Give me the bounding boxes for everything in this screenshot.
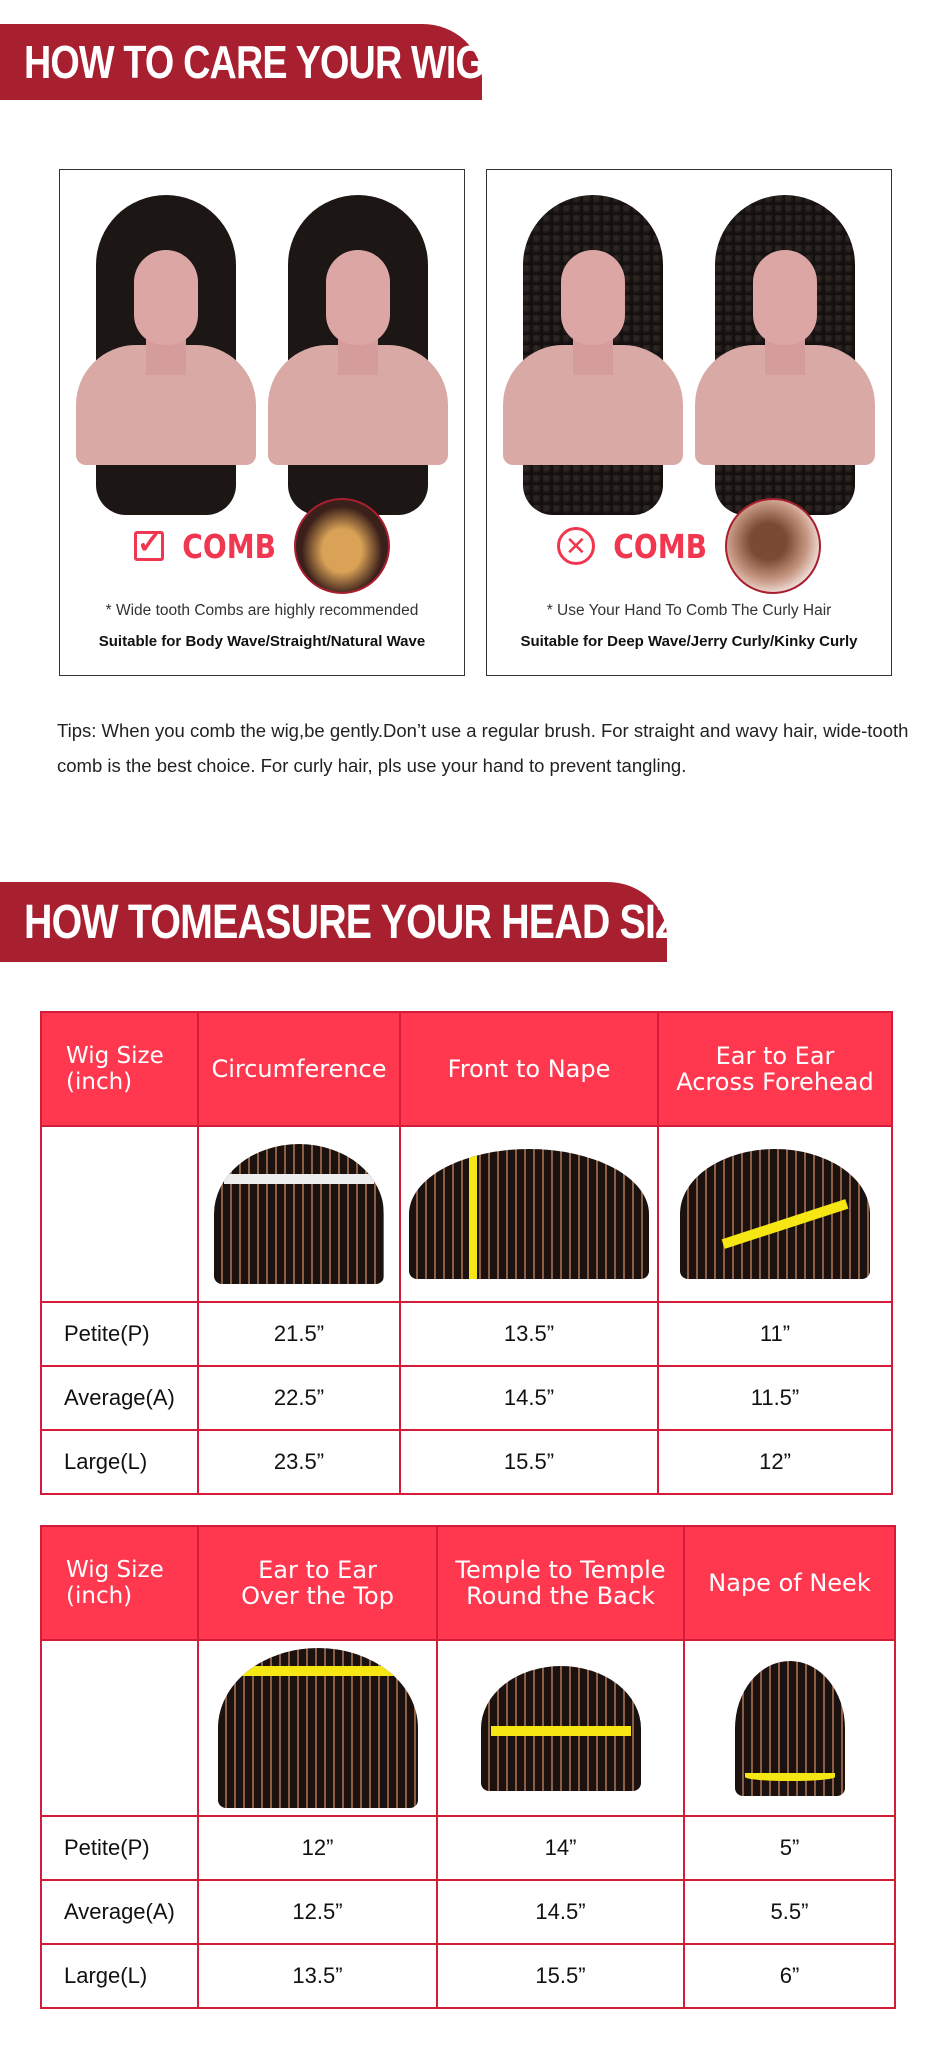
measurement-value: 14” xyxy=(436,1815,685,1881)
ear-to-ear-forehead-measure-image xyxy=(680,1149,870,1279)
front-to-nape-measure-image xyxy=(409,1149,649,1279)
measurement-value: 15.5” xyxy=(436,1943,685,2009)
table-row: Average(A) 22.5” 14.5” 11.5” xyxy=(40,1365,893,1431)
measuring-tape xyxy=(721,1199,849,1249)
comb-note: * Wide tooth Combs are highly recommende… xyxy=(105,602,419,619)
size-label: Large(L) xyxy=(40,1429,199,1495)
table-header-row: Wig Size (inch) Circumference Front to Nap… xyxy=(40,1011,893,1127)
size-label: Large(L) xyxy=(40,1943,199,2009)
circumference-measure-image xyxy=(214,1144,384,1284)
image-cell xyxy=(657,1125,893,1303)
measurement-value: 12” xyxy=(657,1429,893,1495)
measuring-tape xyxy=(490,1725,631,1736)
wig-photos xyxy=(497,195,881,515)
measurement-value: 22.5” xyxy=(197,1365,401,1431)
measurement-value: 11.5” xyxy=(657,1365,893,1431)
size-table-1: Wig Size (inch) Circumference Front to Nap… xyxy=(40,1011,893,1495)
measuring-tape xyxy=(469,1149,477,1279)
nape-of-neck-measure-image xyxy=(734,1660,845,1796)
measure-image-row xyxy=(40,1125,893,1303)
circle-x-icon: ✕ xyxy=(556,527,595,565)
measurement-value: 11” xyxy=(657,1301,893,1367)
empty-cell xyxy=(40,1125,199,1303)
image-cell xyxy=(436,1639,685,1817)
measurement-value: 14.5” xyxy=(399,1365,659,1431)
measurement-value: 5.5” xyxy=(683,1879,896,1945)
wide-tooth-comb-image xyxy=(294,498,391,594)
table-row: Petite(P) 21.5” 13.5” 11” xyxy=(40,1301,893,1367)
suitable-text: Suitable for Body Wave/Straight/Natural … xyxy=(98,633,426,650)
measurement-value: 21.5” xyxy=(197,1301,401,1367)
size-label: Average(A) xyxy=(40,1365,199,1431)
temple-to-temple-measure-image xyxy=(480,1665,641,1791)
measurement-value: 14.5” xyxy=(436,1879,685,1945)
column-header: Wig Size (inch) xyxy=(40,1011,199,1127)
measurement-value: 15.5” xyxy=(399,1429,659,1495)
image-cell xyxy=(197,1125,401,1303)
column-header: Ear to Ear Across Forehead xyxy=(657,1011,893,1127)
size-label: Petite(P) xyxy=(40,1301,199,1367)
care-section-banner: HOW TO CARE YOUR WIG xyxy=(0,24,485,100)
body-wave-wig-image xyxy=(268,195,448,515)
measure-image-row xyxy=(40,1639,896,1817)
care-tips: Tips: When you comb the wig,be gently.Do… xyxy=(57,720,909,776)
hand-comb-hair-image xyxy=(725,498,822,594)
checkbox-check-icon: ✓ xyxy=(133,529,164,561)
straight-wig-image xyxy=(76,195,256,515)
column-header: Temple to Temple Round the Back xyxy=(436,1525,685,1641)
measuring-tape xyxy=(744,1772,835,1781)
image-cell xyxy=(683,1639,896,1817)
size-table-2: Wig Size (inch) Ear to Ear Over the Top Te… xyxy=(40,1525,896,2009)
table-row: Large(L) 13.5” 15.5” 6” xyxy=(40,1943,896,2009)
suitable-text: Suitable for Deep Wave/Jerry Curly/Kinky… xyxy=(520,633,858,650)
column-header: Nape of Neek xyxy=(683,1525,896,1641)
measuring-tape xyxy=(237,1666,398,1676)
measure-section-title: HOW TOMEASURE YOUR HEAD SIZE xyxy=(24,895,705,949)
column-header: Circumference xyxy=(197,1011,401,1127)
ear-to-ear-top-measure-image xyxy=(217,1648,418,1808)
column-header: Ear to Ear Over the Top xyxy=(197,1525,438,1641)
size-label: Average(A) xyxy=(40,1879,199,1945)
care-section-title: HOW TO CARE YOUR WIG xyxy=(24,36,485,88)
table-row: Petite(P) 12” 14” 5” xyxy=(40,1815,896,1881)
measuring-tape xyxy=(224,1174,374,1184)
table-row: Average(A) 12.5” 14.5” 5.5” xyxy=(40,1879,896,1945)
wig-photos xyxy=(70,195,454,515)
column-header: Wig Size (inch) xyxy=(40,1525,199,1641)
comb-panel-curly: ✕ COMB * Use Your Hand To Comb The Curly… xyxy=(486,169,892,676)
empty-cell xyxy=(40,1639,199,1817)
image-cell xyxy=(197,1639,438,1817)
comb-label: COMB xyxy=(613,526,707,566)
curly-wig-image xyxy=(695,195,875,515)
measure-section-banner: HOW TOMEASURE YOUR HEAD SIZE xyxy=(0,882,705,962)
table-header-row: Wig Size (inch) Ear to Ear Over the Top Te… xyxy=(40,1525,896,1641)
measurement-value: 6” xyxy=(683,1943,896,2009)
measurement-value: 13.5” xyxy=(399,1301,659,1367)
column-header: Front to Nape xyxy=(399,1011,659,1127)
table-row: Large(L) 23.5” 15.5” 12” xyxy=(40,1429,893,1495)
measurement-value: 12.5” xyxy=(197,1879,438,1945)
comb-note: * Use Your Hand To Comb The Curly Hair xyxy=(546,602,832,619)
measurement-value: 5” xyxy=(683,1815,896,1881)
measurement-value: 13.5” xyxy=(197,1943,438,2009)
comb-panel-straight: ✓ COMB * Wide tooth Combs are highly rec… xyxy=(59,169,465,676)
comb-label: COMB xyxy=(182,526,276,566)
deep-wave-wig-image xyxy=(503,195,683,515)
image-cell xyxy=(399,1125,659,1303)
size-label: Petite(P) xyxy=(40,1815,199,1881)
measurement-value: 23.5” xyxy=(197,1429,401,1495)
measurement-value: 12” xyxy=(197,1815,438,1881)
